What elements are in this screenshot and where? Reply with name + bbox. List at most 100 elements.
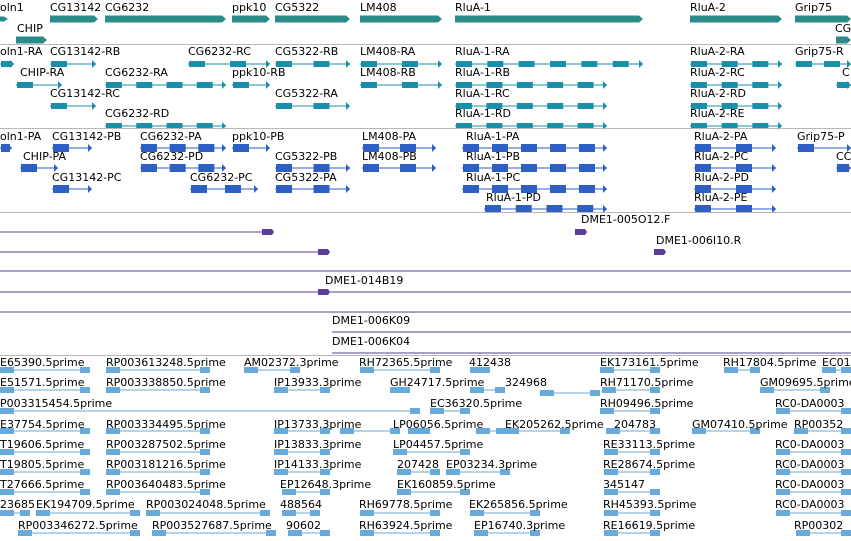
est-label[interactable]: EK173161.5prime [600,356,699,369]
gene-label[interactable]: CG [835,22,851,35]
protein-label[interactable]: CG6232-PC [190,171,253,184]
est-label[interactable]: RP003334495.5prime [106,418,226,431]
est-label[interactable]: E51571.5prime [0,376,85,389]
rna-label[interactable]: CHIP-RA [20,66,65,79]
est-label[interactable]: RP003640483.5prime [106,478,226,491]
est-label[interactable]: RP003024048.5prime [146,498,266,511]
rna-label[interactable]: C [842,66,850,79]
protein-label[interactable]: LM408-PA [362,130,417,143]
protein-label[interactable]: CG6232-PA [140,130,202,143]
est-label[interactable]: RH63924.5prime [359,519,453,532]
gene-label[interactable]: CG13142 [50,1,102,14]
est-label[interactable]: RH71170.5prime [600,376,694,389]
protein-label[interactable]: RluA-1-PD [486,191,541,204]
est-label[interactable]: RH69778.5prime [359,498,453,511]
rna-label[interactable]: RluA-2-RA [690,45,745,58]
est-label[interactable]: T19805.5prime [0,458,85,471]
est-label[interactable]: AM02372.3prime [244,356,339,369]
est-label[interactable]: RP00302 [794,519,844,532]
est-label[interactable]: 324968 [505,376,547,389]
protein-label[interactable]: CC [836,150,851,163]
est-label[interactable]: LP06056.5prime [393,418,484,431]
est-label[interactable]: IP13733.3prime [274,418,362,431]
est-label[interactable]: RP003613248.5prime [106,356,226,369]
rna-label[interactable]: CG6232-RC [188,45,251,58]
protein-label[interactable]: CG5322-PA [275,171,337,184]
est-label[interactable]: EP12648.3prime [280,478,372,491]
clone-label[interactable]: DME1-006K04 [332,335,411,348]
est-label[interactable]: RH17804.5prime [723,356,817,369]
gene-label[interactable]: oln1 [0,1,24,14]
clone-label[interactable]: DME1-006I10.R [656,234,742,247]
est-label[interactable]: RP003287502.5prime [106,438,226,451]
est-label[interactable]: T19606.5prime [0,438,85,451]
est-label[interactable]: RP003527687.5prime [152,519,272,532]
rna-label[interactable]: RluA-2-RC [690,66,745,79]
est-label[interactable]: 90602 [286,519,321,532]
rna-label[interactable]: RluA-1-RA [455,45,510,58]
gene-label[interactable]: CG5322 [275,1,320,14]
rna-label[interactable]: RluA-1-RB [455,66,511,79]
protein-label[interactable]: RluA-2-PC [694,150,749,163]
est-label[interactable]: GM09695.5prime [760,376,851,389]
est-label[interactable]: EK205262.5prime [505,418,604,431]
est-label[interactable]: 412438 [469,356,511,369]
est-label[interactable]: RE33113.5prime [603,438,696,451]
rna-label[interactable]: CG5322-RB [275,45,339,58]
est-label[interactable]: RP003346272.5prime [18,519,138,532]
est-label[interactable]: GH24717.5prime [390,376,485,389]
protein-label[interactable]: RluA-1-PA [466,130,520,143]
est-label[interactable]: 207428 [397,458,439,471]
gene-label[interactable]: CHIP [17,22,43,35]
rna-label[interactable]: CG6232-RD [105,107,170,120]
clone-label[interactable]: DME1-006K09 [332,314,411,327]
gene-label[interactable]: CG6232 [105,1,150,14]
gene-label[interactable]: LM408 [360,1,397,14]
est-label[interactable]: RP003181216.5prime [106,458,226,471]
rna-label[interactable]: RluA-2-RD [690,87,747,100]
protein-label[interactable]: RluA-1-PC [466,171,521,184]
protein-label[interactable]: CG6232-PD [140,150,204,163]
rna-label[interactable]: CG13142-RC [50,87,120,100]
protein-label[interactable]: CG13142-PC [52,171,122,184]
gene-label[interactable]: Grip75 [795,1,833,14]
est-label[interactable]: EC36320.5prime [430,397,523,410]
protein-label[interactable]: RluA-2-PD [694,171,749,184]
protein-label[interactable]: ppk10-PB [232,130,285,143]
est-label[interactable]: RC0-DA0003 [775,478,845,491]
clone-label[interactable]: DME1-005O12.F [581,213,671,226]
est-label[interactable]: RH09496.5prime [600,397,694,410]
est-label[interactable]: EC01 [822,356,851,369]
est-label[interactable]: RC0-DA0003 [775,397,845,410]
est-label[interactable]: RP003338850.5prime [106,376,226,389]
est-label[interactable]: IP14133.3prime [274,458,362,471]
rna-label[interactable]: CG5322-RA [275,87,338,100]
est-label[interactable]: P003315454.5prime [0,397,113,410]
rna-label[interactable]: ppk10-RB [232,66,286,79]
est-label[interactable]: EP16740.3prime [474,519,566,532]
est-label[interactable]: LP04457.5prime [393,438,484,451]
rna-label[interactable]: oln1-RA [0,45,43,58]
protein-label[interactable]: CG13142-PB [52,130,122,143]
rna-label[interactable]: LM408-RA [360,45,416,58]
protein-label[interactable]: LM408-PB [362,150,417,163]
rna-label[interactable]: CG13142-RB [50,45,121,58]
est-label[interactable]: GM07410.5prime [692,418,788,431]
protein-label[interactable]: RluA-1-PB [466,150,521,163]
rna-label[interactable]: CG6232-RA [105,66,168,79]
est-label[interactable]: RH45393.5prime [603,498,697,511]
gene-label[interactable]: RluA-1 [455,1,491,14]
est-label[interactable]: E37754.5prime [0,418,85,431]
est-label[interactable]: 345147 [603,478,645,491]
protein-label[interactable]: RluA-2-PA [694,130,748,143]
rna-label[interactable]: LM408-RB [360,66,416,79]
rna-label[interactable]: Grip75-R [795,45,844,58]
est-label[interactable]: RC0-DA0003 [775,458,845,471]
protein-label[interactable]: CG5322-PB [275,150,338,163]
est-label[interactable]: RC0-DA0003 [775,498,845,511]
est-label[interactable]: EK160859.5prime [397,478,496,491]
clone-label[interactable]: DME1-014B19 [325,274,404,287]
est-label[interactable]: RE16619.5prime [603,519,696,532]
protein-label[interactable]: Grip75-P [797,130,845,143]
